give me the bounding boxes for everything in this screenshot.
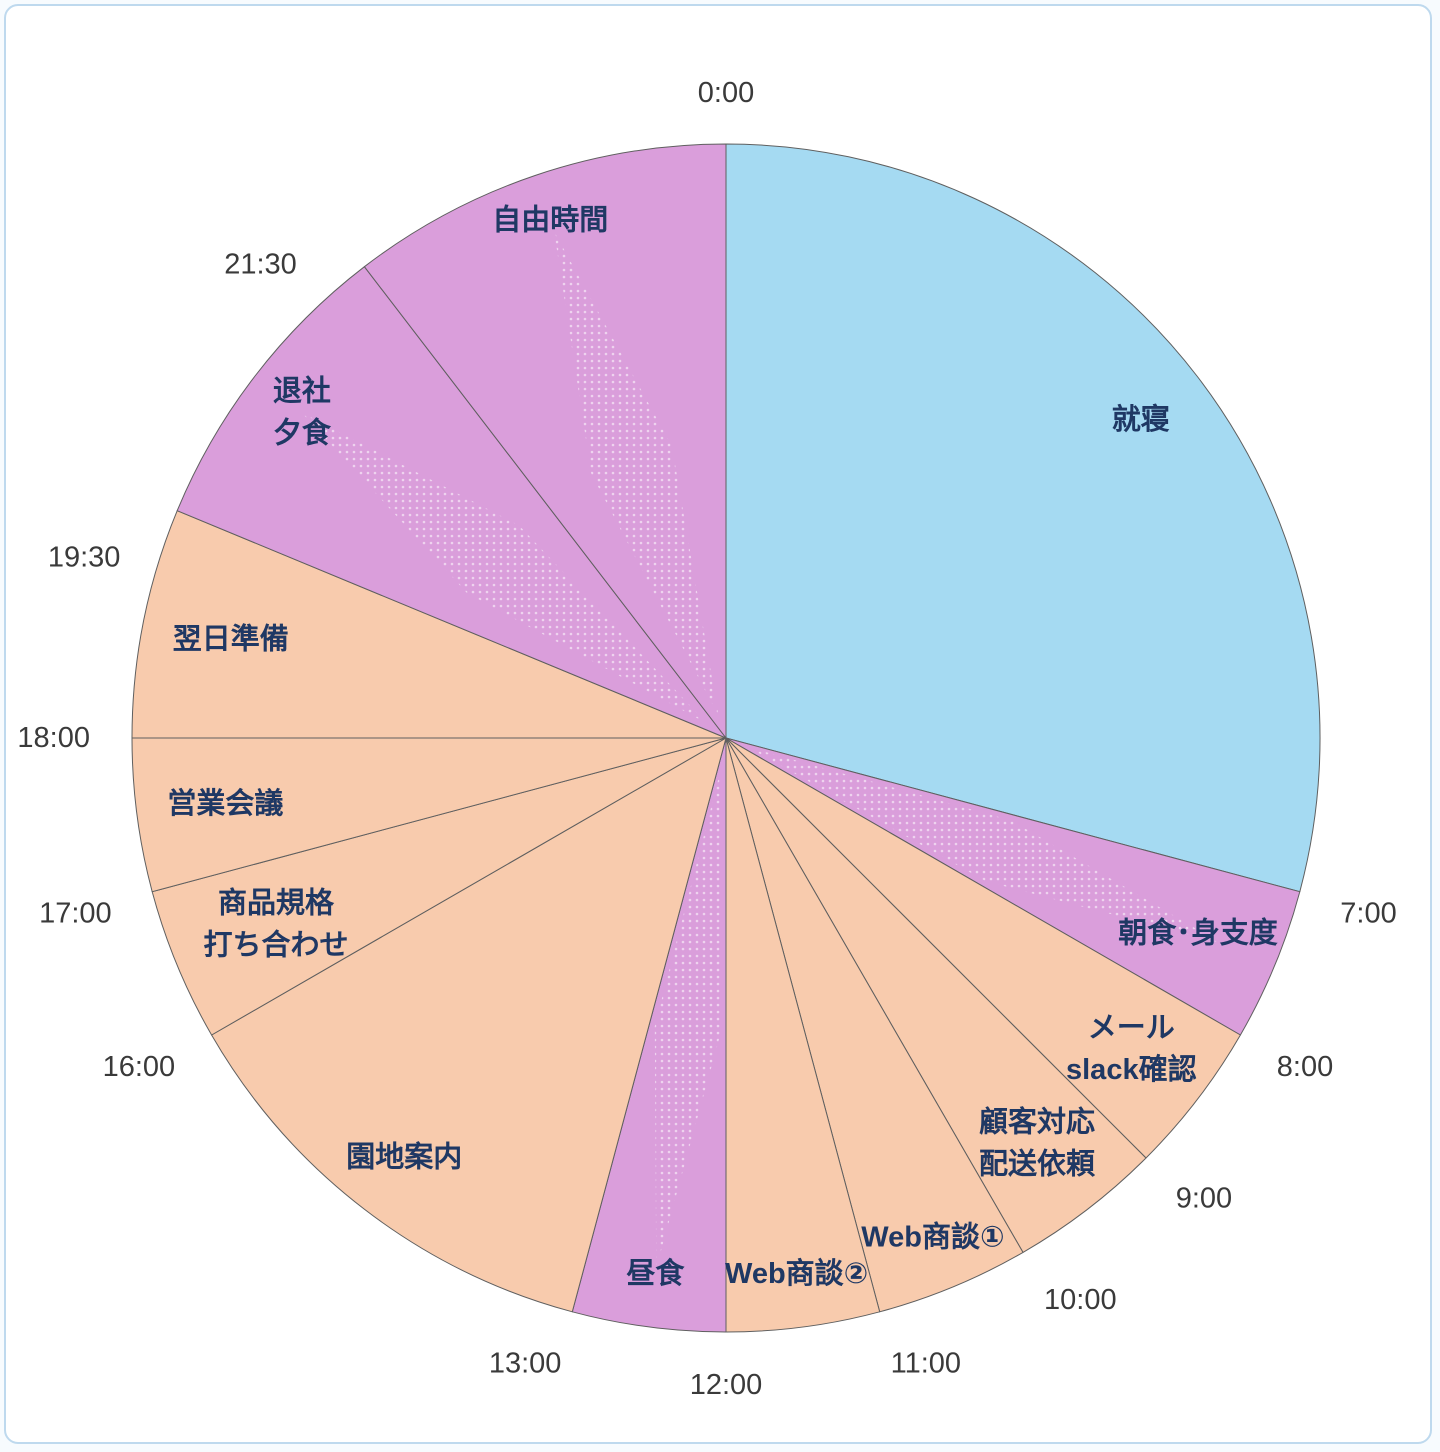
tick-label: 12:00 <box>690 1369 763 1401</box>
slice-label: 朝食･身支度 <box>1118 916 1278 950</box>
slice-label: 翌日準備 <box>173 622 289 656</box>
slice-label: 顧客対応 <box>979 1104 1095 1138</box>
slice-label: 夕食 <box>273 416 332 450</box>
slice-label: 昼食 <box>626 1256 685 1290</box>
tick-label: 8:00 <box>1277 1051 1333 1083</box>
pie-slice <box>725 143 1321 893</box>
slice-label: メール <box>1088 1012 1175 1044</box>
pattern-overlay <box>554 231 719 716</box>
tick-label: 19:30 <box>48 542 121 574</box>
tick-label: 0:00 <box>698 77 754 109</box>
tick-label: 21:30 <box>224 248 297 280</box>
slice-label: Web商談① <box>861 1219 1004 1253</box>
tick-label: 16:00 <box>103 1051 176 1083</box>
slice-label: 営業会議 <box>167 786 283 820</box>
tick-label: 17:00 <box>39 898 112 930</box>
slice-label: 配送依頼 <box>979 1147 1096 1180</box>
slice-label: 園地案内 <box>346 1139 462 1173</box>
tick-label: 11:00 <box>891 1347 961 1379</box>
tick-label: 13:00 <box>489 1347 562 1379</box>
slice-label: 退社 <box>273 375 331 408</box>
slice-label: Web商談② <box>725 1256 868 1290</box>
slice-label: 自由時間 <box>492 204 608 237</box>
slice-label: 商品規格 <box>218 886 335 919</box>
pattern-overlay <box>748 747 1220 943</box>
tick-label: 7:00 <box>1340 898 1396 930</box>
pattern-overlay <box>301 412 708 724</box>
tick-label: 10:00 <box>1044 1284 1117 1316</box>
pie-slice <box>363 143 727 739</box>
chart-frame: 就寝朝食･身支度メール slack確認顧客対応配送依頼 Web商談① Web商談② 昼食… <box>4 4 1432 1444</box>
pattern-overlay <box>654 761 723 1268</box>
pie-slice <box>131 510 727 739</box>
tick-label: 18:00 <box>17 722 90 754</box>
pie-slice <box>211 737 727 1313</box>
slice-label: slack確認 <box>1066 1052 1197 1086</box>
slice-label: 就寝 <box>1112 402 1170 436</box>
tick-label: 9:00 <box>1176 1183 1232 1215</box>
slice-label: 打ち合わせ <box>203 928 348 961</box>
